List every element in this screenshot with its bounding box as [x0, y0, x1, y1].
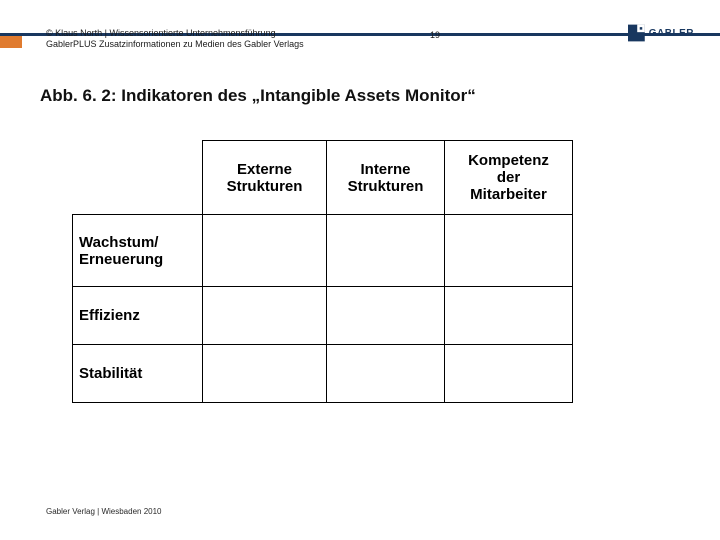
matrix-cell	[327, 287, 445, 345]
footer-credit: Gabler Verlag | Wiesbaden 2010	[46, 507, 161, 516]
matrix-cell	[203, 345, 327, 403]
matrix-cell	[445, 345, 573, 403]
slide-page: © Klaus North | Wissensorientierte Unter…	[0, 0, 720, 540]
matrix-cell	[445, 287, 573, 345]
matrix-row-header: Wachstum/Erneuerung	[73, 215, 203, 287]
publisher-logo-text: GABLER	[649, 28, 694, 39]
matrix-col-header: InterneStrukturen	[327, 141, 445, 215]
matrix-row-header: Effizienz	[73, 287, 203, 345]
matrix-cell	[203, 287, 327, 345]
matrix-cell	[327, 215, 445, 287]
matrix-cell	[203, 215, 327, 287]
matrix-cell	[445, 215, 573, 287]
matrix-col-header: KompetenzderMitarbeiter	[445, 141, 573, 215]
gabler-logo-icon	[628, 24, 645, 42]
credit-line-1: © Klaus North | Wissensorientierte Unter…	[46, 28, 304, 39]
page-number: 19	[430, 30, 440, 40]
figure-caption: Abb. 6. 2: Indikatoren des „Intangible A…	[40, 86, 476, 106]
matrix-row-header: Stabilität	[73, 345, 203, 403]
matrix-body: ExterneStrukturenInterneStrukturenKompet…	[73, 141, 573, 403]
matrix-cell	[327, 345, 445, 403]
header-credit: © Klaus North | Wissensorientierte Unter…	[46, 28, 304, 51]
matrix-col-header: ExterneStrukturen	[203, 141, 327, 215]
accent-orange-tab	[0, 36, 22, 48]
publisher-logo: GABLER	[628, 18, 694, 48]
intangible-assets-matrix: ExterneStrukturenInterneStrukturenKompet…	[72, 140, 573, 403]
credit-line-2: GablerPLUS Zusatzinformationen zu Medien…	[46, 39, 304, 50]
matrix-corner-blank	[73, 141, 203, 215]
